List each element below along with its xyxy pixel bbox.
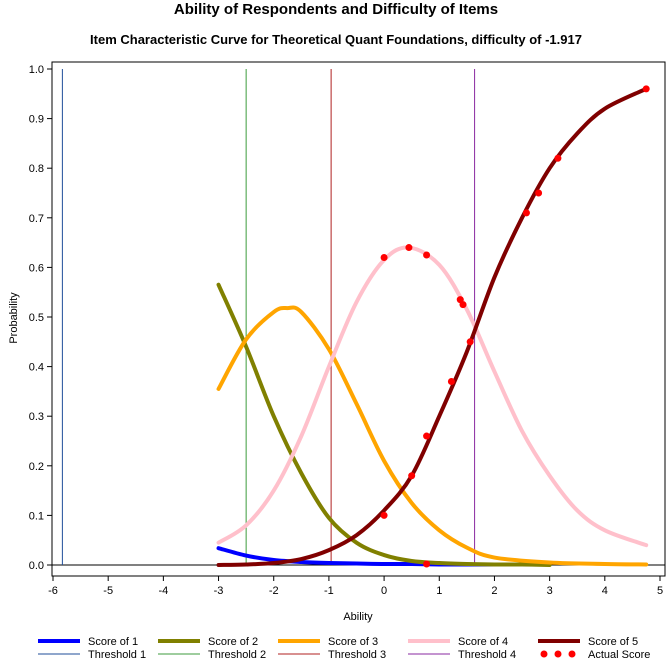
legend-label: Threshold 2 [208,649,266,661]
actual-score-point [535,189,543,197]
x-tick-label: 1 [436,585,442,597]
x-tick-label: 4 [602,585,608,597]
y-tick-label: 0.7 [29,213,44,225]
actual-score-point [380,253,388,261]
score-curve [216,305,649,567]
x-tick-label: -1 [324,585,334,597]
actual-score-point [642,85,650,93]
legend-swatch [540,650,548,658]
actual-score-point [522,209,530,217]
actual-score-point [459,301,467,309]
x-tick-label: -3 [214,585,224,597]
y-axis-label: Probability [8,292,20,344]
actual-score-point [554,154,562,162]
x-tick-label: 3 [547,585,553,597]
legend-swatch [554,650,562,658]
actual-score-point [423,251,431,259]
x-tick-label: -4 [158,585,168,597]
y-tick-label: 0.8 [29,163,44,175]
y-tick-label: 0.9 [29,114,44,126]
x-axis-label: Ability [343,611,373,623]
actual-score-point [466,338,474,346]
x-tick-label: -6 [48,585,58,597]
chart-title: Ability of Respondents and Difficulty of… [174,1,498,18]
actual-score-points [380,85,650,568]
legend: Score of 1 Score of 2 Score of 3 Score of 4… [38,636,650,661]
legend-label: Score of 1 [88,636,138,648]
y-tick-label: 0.4 [29,362,44,374]
legend-label: Threshold 3 [328,649,386,661]
x-tick-label: -2 [269,585,279,597]
actual-score-point [423,432,431,440]
x-tick-label: 5 [657,585,663,597]
x-tick-label: 2 [491,585,497,597]
legend-swatch [568,650,576,658]
legend-label: Score of 2 [208,636,258,648]
y-axis: 0.0 0.1 0.2 0.3 0.4 0.5 0.6 0.7 0.8 0.9 1.0 [29,64,52,572]
score-curve [216,282,552,567]
legend-label: Threshold 1 [88,649,146,661]
legend-label: Score of 3 [328,636,378,648]
y-tick-label: 0.3 [29,411,44,423]
actual-score-point [447,377,455,385]
x-tick-label: -5 [103,585,113,597]
x-axis: -6 -5 -4 -3 -2 -1 0 1 2 3 4 5 [48,576,663,597]
y-tick-label: 1.0 [29,64,44,76]
y-tick-label: 0.6 [29,262,44,274]
actual-score-point [380,511,388,519]
score-curve [216,245,649,548]
x-tick-label: 0 [381,585,387,597]
actual-score-point [405,244,413,252]
y-tick-label: 0.5 [29,312,44,324]
y-tick-label: 0.1 [29,510,44,522]
legend-label: Actual Score [588,649,650,661]
score-curve [216,86,649,567]
actual-score-point [423,560,431,568]
y-tick-label: 0.2 [29,461,44,473]
legend-label: Score of 4 [458,636,508,648]
y-tick-label: 0.0 [29,560,44,572]
chart-subtitle: Item Characteristic Curve for Theoretica… [90,32,582,47]
threshold-lines [52,69,665,566]
score-curves [216,86,649,567]
actual-score-point [408,472,416,480]
plot-frame [51,61,666,577]
legend-label: Threshold 4 [458,649,516,661]
legend-label: Score of 5 [588,636,638,648]
